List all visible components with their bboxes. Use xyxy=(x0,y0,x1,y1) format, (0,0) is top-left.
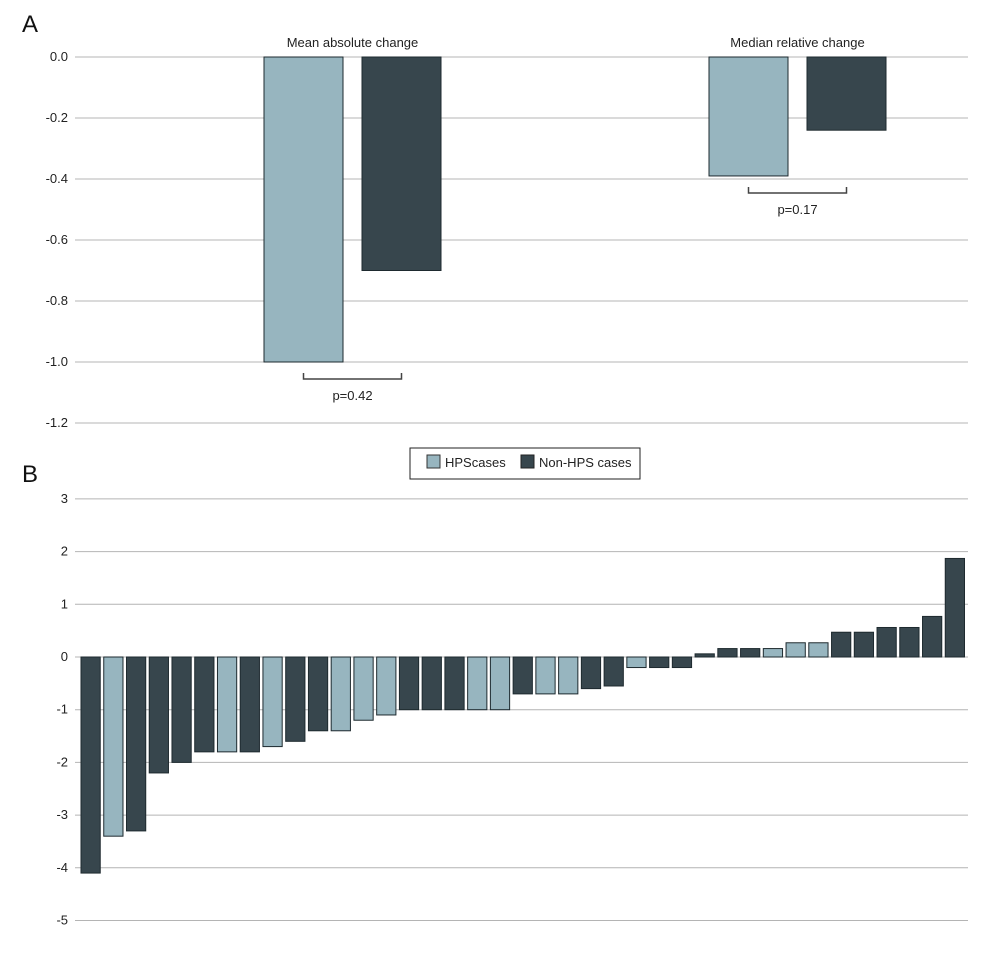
bar-non-hps xyxy=(876,626,897,658)
bar-non-hps xyxy=(194,656,215,753)
y-tick-label: -0.2 xyxy=(46,110,68,125)
bar-non-hps xyxy=(649,656,670,669)
bar-non-hps xyxy=(580,656,602,690)
bar-hps xyxy=(330,656,351,732)
bar-hps xyxy=(762,648,784,658)
bar-non-hps xyxy=(80,656,101,874)
y-tick-label: 1 xyxy=(61,596,68,611)
bar-non-hps xyxy=(444,656,465,711)
p-value-label: p=0.17 xyxy=(777,202,817,217)
y-tick-label: -0.4 xyxy=(46,171,68,186)
y-tick-label: -4 xyxy=(56,860,68,875)
bar-non-hps xyxy=(171,656,192,763)
y-tick-label: 0.0 xyxy=(50,49,68,64)
bar-hps xyxy=(216,656,238,753)
bar-hps xyxy=(353,656,374,721)
y-tick-label: -0.8 xyxy=(46,293,68,308)
y-tick-label: 3 xyxy=(61,491,68,506)
bar-non-hps xyxy=(899,626,920,658)
y-tick-label: -1 xyxy=(56,702,68,717)
bar-non-hps xyxy=(512,656,533,695)
bar-non-hps xyxy=(671,656,693,669)
bar-non-hps xyxy=(853,631,875,658)
bar-non-hps xyxy=(421,656,442,711)
group-title: Median relative change xyxy=(730,35,864,50)
bar-non-hps xyxy=(740,648,761,658)
panel-a: 0.0 -0.2 -0.4 -0.6 -0.8 -1.0 -1.2 Mean absolute… xyxy=(46,35,968,430)
y-tick-label: -3 xyxy=(56,807,68,822)
legend-label-non-hps: Non-HPS cases xyxy=(539,455,632,470)
significance-bracket xyxy=(302,373,403,380)
y-tick-label: -1.2 xyxy=(46,415,68,430)
bar-hps xyxy=(376,656,397,716)
bar-non-hps xyxy=(148,656,169,774)
bar-hps xyxy=(489,656,511,711)
bar-non-hps xyxy=(361,56,442,271)
bar-hps xyxy=(708,56,789,177)
panel-label-a: A xyxy=(22,11,38,38)
p-value-label: p=0.42 xyxy=(332,388,372,403)
bar-non-hps xyxy=(806,56,887,131)
panel-label-b: B xyxy=(22,461,38,488)
panel-b: 3 2 1 0 -1 -2 -3 -4 -5 xyxy=(56,491,968,928)
bar-hps xyxy=(808,642,829,658)
bar-non-hps xyxy=(285,656,306,742)
bar-hps xyxy=(626,656,647,669)
y-tick-label: 0 xyxy=(61,649,68,664)
legend-swatch-hps xyxy=(426,454,441,469)
bar-hps xyxy=(535,656,556,695)
y-tick-label: -5 xyxy=(56,913,68,928)
legend-label-hps: HPScases xyxy=(445,455,506,470)
y-tick-label: 2 xyxy=(61,544,68,559)
bar-non-hps xyxy=(944,557,965,658)
bar-non-hps xyxy=(831,631,852,658)
y-tick-label: -0.6 xyxy=(46,232,68,247)
bar-hps xyxy=(558,656,579,695)
bar-hps xyxy=(785,642,806,658)
bar-hps xyxy=(262,656,283,748)
bar-non-hps xyxy=(307,656,329,732)
bar-non-hps xyxy=(694,653,715,658)
legend-swatch-non-hps xyxy=(520,454,535,469)
bar-hps xyxy=(263,56,344,363)
bar-non-hps xyxy=(603,656,624,687)
bar-non-hps xyxy=(717,648,738,658)
bar-non-hps xyxy=(125,656,147,832)
group-title: Mean absolute change xyxy=(287,35,419,50)
bar-non-hps xyxy=(398,656,420,711)
legend: HPScases Non-HPS cases xyxy=(409,447,641,480)
bar-non-hps xyxy=(239,656,260,753)
bar-non-hps xyxy=(922,615,943,658)
significance-bracket xyxy=(747,186,848,194)
y-tick-label: -2 xyxy=(56,754,68,769)
bar-hps xyxy=(467,656,488,711)
y-tick-label: -1.0 xyxy=(46,354,68,369)
bar-hps xyxy=(103,656,124,837)
